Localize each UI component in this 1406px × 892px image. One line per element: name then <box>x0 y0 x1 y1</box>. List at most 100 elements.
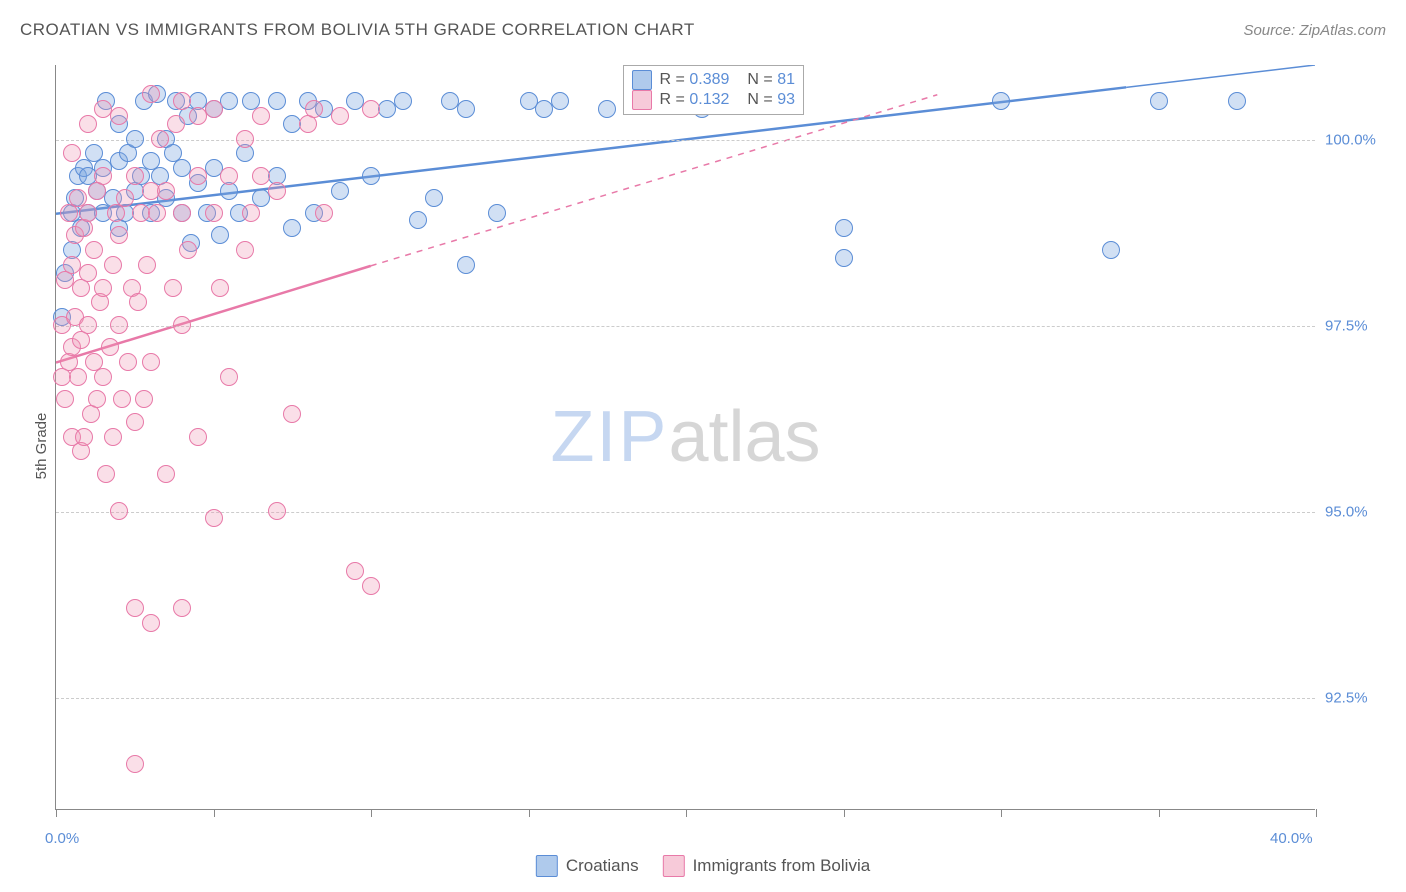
x-tick <box>371 809 372 817</box>
scatter-point-bolivia <box>94 368 112 386</box>
scatter-point-bolivia <box>75 428 93 446</box>
chart-header: CROATIAN VS IMMIGRANTS FROM BOLIVIA 5TH … <box>20 20 1386 40</box>
legend-label: Croatians <box>566 856 639 876</box>
scatter-point-croatians <box>551 92 569 110</box>
scatter-point-bolivia <box>119 353 137 371</box>
scatter-point-bolivia <box>252 107 270 125</box>
scatter-point-bolivia <box>113 390 131 408</box>
scatter-point-bolivia <box>242 204 260 222</box>
scatter-point-bolivia <box>236 241 254 259</box>
scatter-point-croatians <box>1228 92 1246 110</box>
gridline <box>56 698 1315 699</box>
scatter-point-bolivia <box>56 390 74 408</box>
scatter-point-bolivia <box>126 599 144 617</box>
gridline <box>56 326 1315 327</box>
y-tick-label: 97.5% <box>1325 317 1395 334</box>
scatter-point-croatians <box>126 130 144 148</box>
scatter-point-bolivia <box>173 204 191 222</box>
scatter-point-bolivia <box>94 167 112 185</box>
scatter-point-bolivia <box>346 562 364 580</box>
scatter-point-bolivia <box>101 338 119 356</box>
scatter-point-bolivia <box>268 502 286 520</box>
scatter-point-bolivia <box>331 107 349 125</box>
x-tick <box>1001 809 1002 817</box>
scatter-point-croatians <box>457 100 475 118</box>
scatter-point-bolivia <box>110 107 128 125</box>
scatter-point-bolivia <box>116 189 134 207</box>
scatter-point-bolivia <box>189 428 207 446</box>
scatter-point-bolivia <box>268 182 286 200</box>
scatter-point-bolivia <box>305 100 323 118</box>
scatter-point-bolivia <box>110 226 128 244</box>
legend-item: Croatians <box>536 855 639 877</box>
scatter-point-croatians <box>992 92 1010 110</box>
scatter-point-bolivia <box>79 115 97 133</box>
scatter-point-bolivia <box>104 256 122 274</box>
scatter-point-bolivia <box>362 577 380 595</box>
scatter-point-bolivia <box>173 316 191 334</box>
scatter-point-bolivia <box>126 413 144 431</box>
scatter-point-bolivia <box>69 368 87 386</box>
scatter-point-croatians <box>220 92 238 110</box>
x-tick <box>686 809 687 817</box>
scatter-point-bolivia <box>88 390 106 408</box>
scatter-point-bolivia <box>205 509 223 527</box>
scatter-point-croatians <box>598 100 616 118</box>
scatter-point-bolivia <box>211 279 229 297</box>
scatter-point-croatians <box>457 256 475 274</box>
scatter-point-croatians <box>425 189 443 207</box>
scatter-point-bolivia <box>164 279 182 297</box>
scatter-point-croatians <box>394 92 412 110</box>
watermark-atlas: atlas <box>668 397 820 477</box>
scatter-point-bolivia <box>148 204 166 222</box>
scatter-point-bolivia <box>79 204 97 222</box>
scatter-point-bolivia <box>157 465 175 483</box>
scatter-point-croatians <box>835 219 853 237</box>
y-tick-label: 95.0% <box>1325 504 1395 521</box>
x-tick <box>1316 809 1317 817</box>
chart-plot-area: ZIPatlas 92.5%95.0%97.5%100.0%R = 0.389N… <box>55 65 1315 810</box>
legend-swatch <box>536 855 558 877</box>
scatter-point-bolivia <box>142 85 160 103</box>
scatter-point-bolivia <box>85 241 103 259</box>
scatter-point-bolivia <box>135 390 153 408</box>
scatter-point-bolivia <box>104 428 122 446</box>
legend-item: Immigrants from Bolivia <box>663 855 871 877</box>
scatter-point-bolivia <box>151 130 169 148</box>
scatter-point-bolivia <box>205 100 223 118</box>
y-tick-label: 92.5% <box>1325 690 1395 707</box>
x-tick <box>529 809 530 817</box>
x-axis-label: 0.0% <box>45 830 79 847</box>
scatter-point-bolivia <box>94 279 112 297</box>
scatter-point-bolivia <box>138 256 156 274</box>
scatter-point-bolivia <box>110 502 128 520</box>
scatter-point-bolivia <box>157 182 175 200</box>
scatter-point-bolivia <box>173 599 191 617</box>
scatter-point-bolivia <box>179 241 197 259</box>
scatter-point-bolivia <box>220 167 238 185</box>
scatter-point-bolivia <box>362 100 380 118</box>
scatter-point-croatians <box>331 182 349 200</box>
x-tick <box>844 809 845 817</box>
x-axis-label: 40.0% <box>1270 830 1313 847</box>
scatter-point-bolivia <box>315 204 333 222</box>
gridline <box>56 512 1315 513</box>
watermark: ZIPatlas <box>550 396 820 478</box>
scatter-point-croatians <box>1150 92 1168 110</box>
chart-source: Source: ZipAtlas.com <box>1243 22 1386 39</box>
scatter-point-bolivia <box>220 368 238 386</box>
scatter-point-bolivia <box>205 204 223 222</box>
scatter-point-bolivia <box>283 405 301 423</box>
scatter-point-croatians <box>488 204 506 222</box>
scatter-point-bolivia <box>97 465 115 483</box>
scatter-point-bolivia <box>126 755 144 773</box>
scatter-point-bolivia <box>63 144 81 162</box>
y-axis-label: 5th Grade <box>33 413 50 480</box>
scatter-point-croatians <box>1102 241 1120 259</box>
stats-legend-row: R = 0.389N = 81 <box>632 70 795 90</box>
x-tick <box>56 809 57 817</box>
stats-legend: R = 0.389N = 81R = 0.132N = 93 <box>623 65 804 115</box>
scatter-point-croatians <box>362 167 380 185</box>
bottom-legend: Croatians Immigrants from Bolivia <box>536 855 870 877</box>
x-tick <box>1159 809 1160 817</box>
